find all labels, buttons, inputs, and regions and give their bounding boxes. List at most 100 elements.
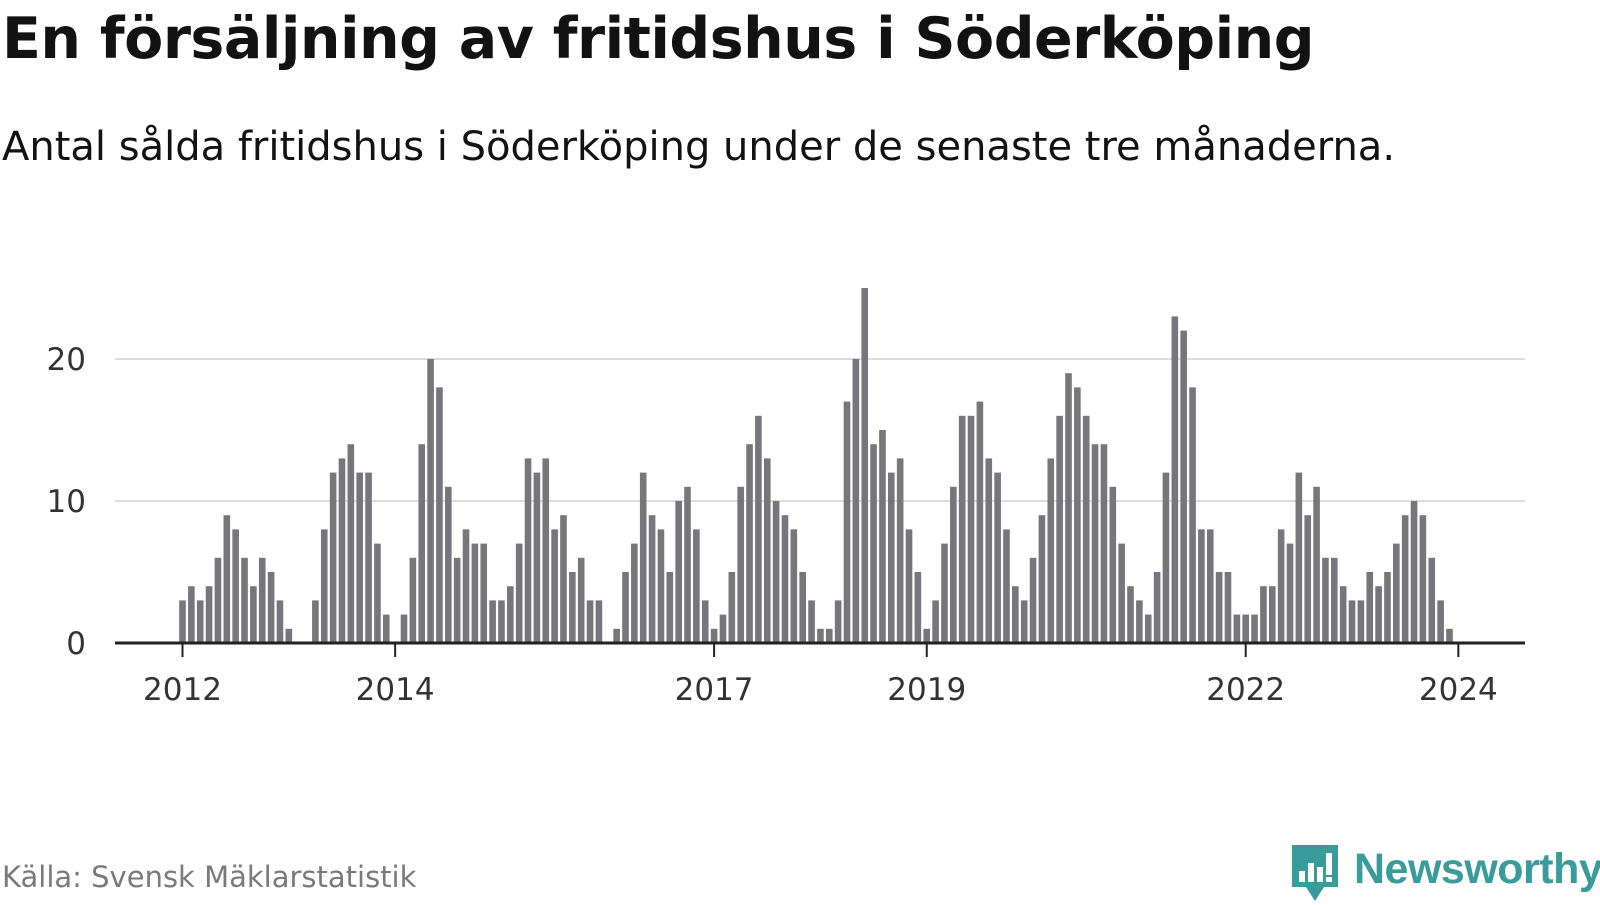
bar	[258, 557, 266, 643]
highlight-value-label: 1	[1448, 0, 1468, 8]
bar	[1339, 586, 1347, 643]
bar	[453, 557, 461, 643]
bar	[267, 572, 275, 643]
bar	[1428, 557, 1436, 643]
bar	[320, 529, 328, 643]
bar	[613, 628, 620, 643]
bar	[657, 529, 665, 643]
bar	[1065, 373, 1072, 643]
bar	[498, 600, 505, 643]
bar	[958, 415, 966, 643]
logo-text: Newsworthy	[1354, 845, 1600, 893]
y-tick-label-0: 0	[66, 626, 86, 662]
bar	[1224, 572, 1232, 643]
bar	[1401, 515, 1409, 643]
bar	[825, 628, 833, 643]
bars	[179, 288, 1453, 643]
bar	[577, 557, 585, 643]
bar	[356, 472, 363, 643]
bar	[639, 472, 647, 643]
bar	[1419, 515, 1427, 643]
bar	[1038, 515, 1046, 643]
bar	[382, 614, 390, 643]
y-tick-label-20: 20	[47, 342, 86, 378]
newsworthy-logo[interactable]: Newsworthy	[1290, 845, 1600, 905]
chart-title: En försäljning av fritidshus i Söderköpi…	[2, 6, 1315, 72]
bar	[560, 515, 567, 643]
bar	[232, 529, 239, 643]
bar	[648, 515, 656, 643]
bar	[985, 458, 993, 643]
bar	[374, 543, 381, 643]
bar	[932, 600, 939, 643]
bar	[888, 472, 895, 643]
bar	[1153, 572, 1161, 643]
bar	[1144, 614, 1152, 643]
bar	[524, 458, 532, 643]
bar	[710, 628, 718, 643]
bar	[693, 529, 700, 643]
bar	[471, 543, 479, 643]
bar	[1260, 586, 1267, 643]
bar	[950, 486, 957, 643]
bar	[1357, 600, 1365, 643]
bar	[1375, 586, 1382, 643]
bar	[595, 600, 603, 643]
bar	[196, 600, 204, 643]
bar	[1286, 543, 1294, 643]
x-tick-label-2024: 2024	[1419, 672, 1498, 708]
bar	[631, 543, 638, 643]
bar	[551, 529, 558, 643]
bar	[746, 444, 753, 643]
bar	[1189, 387, 1196, 643]
bar	[976, 401, 984, 643]
bar	[1171, 316, 1179, 643]
y-tick-label-10: 10	[47, 484, 86, 520]
bar	[312, 600, 319, 643]
bar	[1393, 543, 1400, 643]
bar	[622, 572, 629, 643]
bar	[1295, 472, 1303, 643]
bar	[1366, 572, 1374, 643]
grid-lines	[115, 358, 1525, 502]
bar	[329, 472, 337, 643]
bar	[772, 501, 780, 643]
bar	[1446, 628, 1453, 643]
bar	[214, 557, 222, 643]
bar	[914, 572, 922, 643]
bar	[188, 586, 195, 643]
bar	[515, 543, 523, 643]
bar	[1268, 586, 1276, 643]
bar	[905, 529, 913, 643]
bar	[1056, 415, 1063, 643]
bar	[1198, 529, 1205, 643]
axis-labels: 0 10 20 1 2012 2014 2017 2019 2022 2024	[47, 0, 1498, 708]
bar	[728, 572, 736, 643]
bar	[462, 529, 470, 643]
x-tick-label-2019: 2019	[887, 672, 966, 708]
bar	[1127, 586, 1134, 643]
bar	[1206, 529, 1214, 643]
bar	[205, 586, 213, 643]
newsworthy-chart-icon	[1292, 845, 1338, 901]
bar	[861, 288, 869, 643]
bar	[533, 472, 541, 643]
bar	[1012, 586, 1019, 643]
bar	[400, 614, 408, 643]
bar	[1304, 515, 1312, 643]
bar	[1074, 387, 1081, 643]
bar	[994, 472, 1001, 643]
x-tick-label-2012: 2012	[143, 672, 222, 708]
bar	[241, 557, 248, 643]
bar	[250, 586, 257, 643]
bar	[755, 415, 762, 643]
bar	[1082, 415, 1090, 643]
bar	[870, 444, 877, 643]
x-tick-label-2014: 2014	[356, 672, 435, 708]
bar	[365, 472, 372, 643]
bar	[1313, 486, 1320, 643]
bar	[338, 458, 346, 643]
bar	[179, 600, 186, 643]
x-tick-label-2022: 2022	[1206, 672, 1285, 708]
